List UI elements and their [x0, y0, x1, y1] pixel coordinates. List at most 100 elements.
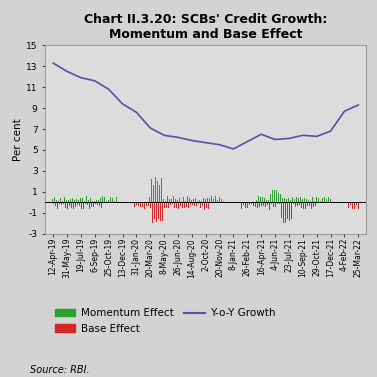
Bar	[354, 202, 355, 209]
Bar	[73, 202, 74, 209]
Bar	[352, 202, 353, 209]
Bar	[297, 202, 298, 205]
Bar	[161, 178, 162, 202]
Bar	[274, 190, 275, 202]
Bar	[119, 202, 120, 205]
Bar	[280, 194, 281, 202]
Bar	[188, 202, 189, 208]
Bar	[156, 202, 157, 222]
Bar	[231, 202, 232, 205]
Bar	[187, 196, 188, 202]
Bar	[60, 198, 61, 202]
Bar	[247, 202, 248, 208]
Bar	[248, 199, 249, 202]
Bar	[286, 199, 287, 202]
Bar	[338, 201, 339, 202]
Bar	[315, 202, 316, 206]
Bar	[322, 198, 323, 202]
Bar	[132, 202, 133, 205]
Bar	[164, 202, 165, 208]
Bar	[209, 198, 210, 202]
Bar	[196, 202, 197, 206]
Bar	[356, 202, 357, 205]
Bar	[98, 200, 99, 202]
Bar	[178, 202, 179, 209]
Bar	[213, 199, 214, 202]
Bar	[141, 199, 142, 202]
Bar	[271, 202, 272, 204]
Bar	[153, 185, 154, 202]
Bar	[55, 202, 56, 206]
Bar	[330, 199, 331, 202]
Bar	[85, 202, 86, 204]
Bar	[321, 202, 322, 206]
Bar	[200, 202, 201, 208]
Bar	[91, 202, 92, 207]
Y-axis label: Per cent: Per cent	[13, 118, 23, 161]
Bar	[75, 202, 76, 207]
Bar	[176, 202, 177, 208]
Bar	[88, 200, 89, 202]
Bar	[138, 202, 139, 206]
Bar	[97, 202, 98, 205]
Bar	[346, 202, 347, 206]
Bar	[144, 202, 145, 209]
Bar	[201, 201, 202, 202]
Bar	[237, 198, 238, 202]
Bar	[147, 200, 148, 202]
Bar	[65, 202, 66, 208]
Bar	[262, 197, 263, 202]
Bar	[94, 201, 95, 202]
Bar	[112, 198, 113, 202]
Bar	[92, 201, 93, 202]
Bar	[169, 199, 170, 202]
Bar	[194, 202, 195, 206]
Bar	[193, 199, 194, 202]
Bar	[191, 200, 192, 202]
Bar	[270, 194, 271, 202]
Bar	[305, 202, 306, 210]
Bar	[289, 202, 290, 221]
Bar	[79, 202, 80, 207]
Bar	[53, 202, 54, 204]
Bar	[58, 201, 59, 202]
Bar	[154, 202, 155, 219]
Bar	[162, 202, 163, 221]
Bar	[261, 202, 262, 206]
Bar	[263, 202, 264, 207]
Bar	[254, 201, 255, 202]
Bar	[275, 202, 276, 207]
Bar	[81, 202, 82, 209]
Bar	[189, 198, 190, 202]
Bar	[105, 202, 106, 219]
Bar	[116, 202, 117, 208]
Bar	[272, 190, 273, 202]
Bar	[313, 202, 314, 207]
Bar	[159, 185, 160, 202]
Bar	[68, 200, 69, 202]
Bar	[172, 202, 173, 204]
Bar	[197, 201, 198, 202]
Bar	[332, 201, 333, 202]
Bar	[150, 202, 151, 208]
Bar	[54, 198, 55, 202]
Bar	[314, 201, 315, 202]
Bar	[163, 199, 164, 202]
Bar	[276, 190, 277, 202]
Bar	[158, 202, 159, 219]
Bar	[205, 199, 206, 202]
Bar	[292, 197, 293, 202]
Bar	[128, 199, 129, 202]
Bar	[273, 202, 274, 207]
Text: Source: RBI.: Source: RBI.	[30, 365, 90, 375]
Bar	[69, 202, 70, 206]
Bar	[223, 201, 224, 202]
Bar	[293, 202, 294, 204]
Bar	[277, 202, 278, 204]
Bar	[122, 197, 123, 202]
Bar	[309, 202, 310, 206]
Bar	[268, 200, 269, 202]
Bar	[74, 200, 75, 202]
Bar	[106, 201, 107, 202]
Bar	[77, 202, 78, 205]
